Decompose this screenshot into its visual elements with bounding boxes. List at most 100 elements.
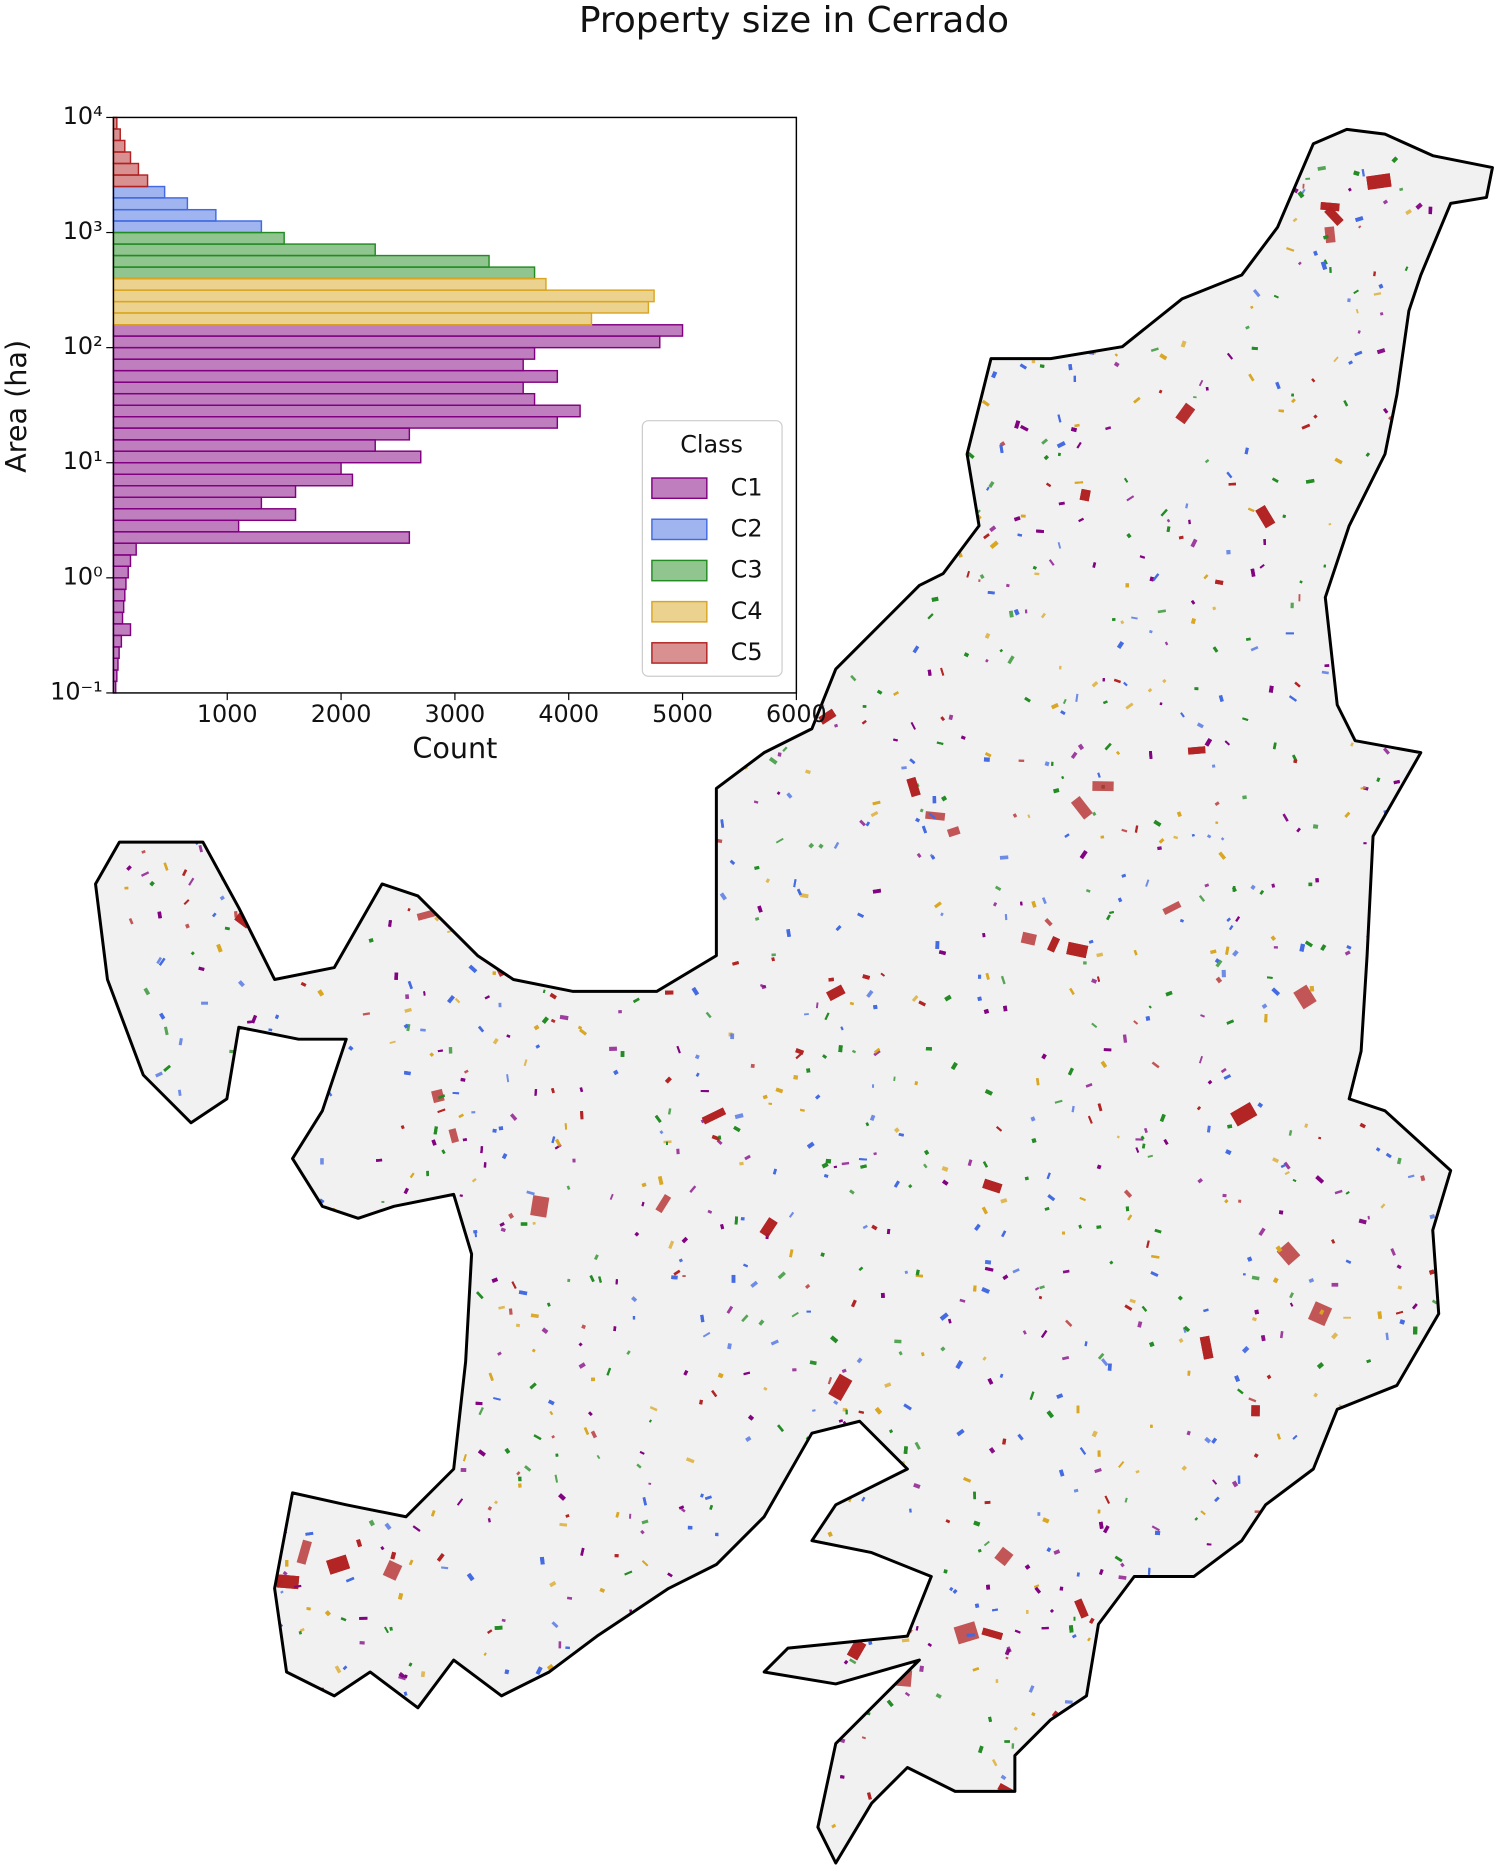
parcel — [1026, 1609, 1029, 1614]
parcel — [301, 1236, 306, 1241]
parcel — [566, 1793, 572, 1798]
parcel — [657, 890, 661, 894]
parcel — [1433, 530, 1439, 536]
parcel — [1476, 905, 1484, 914]
parcel — [95, 497, 99, 503]
parcel — [283, 1740, 303, 1756]
parcel — [1094, 1467, 1102, 1474]
parcel — [245, 833, 250, 838]
parcel — [1297, 261, 1302, 266]
parcel — [1257, 1622, 1262, 1627]
parcel — [1017, 345, 1024, 350]
parcel — [483, 849, 490, 858]
parcel — [105, 485, 110, 489]
parcel — [1446, 1809, 1453, 1819]
parcel — [473, 806, 479, 813]
parcel — [1379, 1534, 1386, 1538]
parcel — [982, 932, 986, 938]
parcel — [1456, 1385, 1463, 1391]
parcel — [416, 1222, 420, 1227]
parcel — [1357, 1726, 1360, 1729]
parcel — [1491, 692, 1493, 702]
parcel — [95, 705, 102, 711]
parcel — [103, 247, 111, 253]
parcel — [487, 1506, 493, 1511]
parcel — [857, 582, 861, 586]
parcel — [281, 1244, 286, 1252]
parcel — [160, 1423, 169, 1432]
parcel — [1308, 1735, 1313, 1744]
parcel — [913, 1482, 921, 1489]
parcel — [893, 1076, 896, 1082]
parcel — [1461, 369, 1466, 377]
parcel — [1000, 299, 1005, 304]
parcel — [703, 1731, 712, 1739]
parcel — [384, 714, 392, 720]
parcel — [1458, 1640, 1463, 1645]
parcel — [948, 292, 953, 296]
parcel — [1451, 1119, 1457, 1126]
parcel — [649, 1406, 658, 1412]
parcel — [1173, 835, 1179, 840]
parcel — [109, 753, 122, 762]
parcel — [1305, 177, 1311, 181]
parcel — [435, 1393, 447, 1417]
parcel — [110, 1236, 119, 1241]
parcel — [98, 1627, 103, 1636]
parcel — [1034, 143, 1038, 148]
parcel — [851, 179, 860, 187]
parcel — [276, 1350, 282, 1355]
parcel — [898, 1351, 903, 1356]
parcel — [1461, 369, 1466, 377]
parcel — [1027, 814, 1031, 819]
parcel — [727, 1343, 732, 1350]
parcel — [750, 1778, 758, 1782]
parcel — [755, 1810, 761, 1816]
parcel — [454, 902, 459, 910]
parcel — [963, 1826, 968, 1831]
parcel — [1293, 1529, 1297, 1533]
parcel — [1070, 751, 1078, 760]
parcel — [434, 915, 440, 922]
parcel — [1030, 1116, 1036, 1122]
parcel — [843, 1481, 847, 1485]
parcel — [1436, 129, 1442, 134]
parcel — [1404, 1383, 1410, 1389]
parcel — [1282, 514, 1286, 518]
parcel — [1410, 1794, 1416, 1802]
parcel — [1044, 1727, 1049, 1736]
parcel — [371, 1744, 377, 1749]
parcel — [1206, 1600, 1211, 1604]
parcel — [112, 750, 120, 758]
parcel — [122, 1705, 129, 1711]
parcel — [253, 1627, 258, 1631]
parcel — [1209, 1799, 1218, 1805]
parcel — [673, 1686, 680, 1693]
parcel — [180, 1189, 188, 1196]
parcel — [1159, 702, 1163, 706]
parcel — [160, 1770, 169, 1778]
parcel — [324, 1242, 332, 1252]
parcel — [1414, 724, 1420, 732]
parcel — [914, 1441, 921, 1450]
parcel — [1251, 1405, 1260, 1417]
parcel — [1436, 776, 1442, 781]
parcel — [1017, 297, 1026, 304]
parcel — [839, 349, 849, 355]
parcel — [1135, 1469, 1140, 1474]
parcel — [498, 1730, 502, 1735]
parcel — [133, 1182, 138, 1187]
parcel — [1397, 1008, 1400, 1012]
parcel — [645, 838, 651, 847]
parcel — [481, 765, 488, 771]
parcel — [301, 1236, 306, 1241]
parcel — [518, 839, 527, 846]
parcel — [273, 883, 279, 891]
parcel — [439, 1207, 446, 1213]
parcel — [1397, 1527, 1404, 1533]
parcel — [117, 1753, 123, 1759]
parcel — [1236, 1582, 1243, 1588]
parcel — [1359, 1776, 1367, 1780]
parcel — [1142, 1684, 1147, 1691]
parcel — [419, 1483, 424, 1489]
